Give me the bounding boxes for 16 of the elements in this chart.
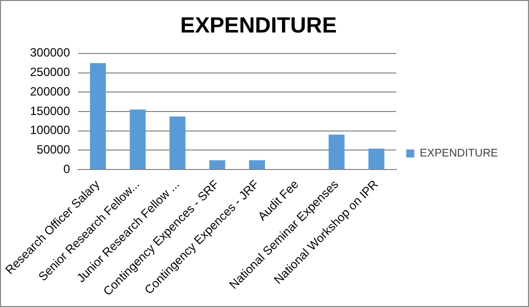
bar	[90, 63, 106, 170]
bar	[209, 160, 226, 170]
y-tick-label: 0	[63, 162, 70, 176]
y-tick-label: 250000	[30, 65, 70, 80]
legend-label: EXPENDITURE	[420, 148, 498, 160]
y-tick-label: 100000	[30, 123, 70, 138]
y-tick-label: 300000	[30, 46, 70, 60]
bar	[170, 116, 186, 170]
bar	[328, 134, 345, 170]
y-tick-label: 200000	[30, 84, 70, 98]
bar	[249, 160, 265, 170]
y-tick-label: 50000	[36, 142, 70, 156]
bar	[130, 110, 146, 170]
chart-title: EXPENDITURE	[180, 12, 337, 38]
bar	[368, 148, 384, 170]
y-tick-label: 150000	[30, 104, 70, 118]
